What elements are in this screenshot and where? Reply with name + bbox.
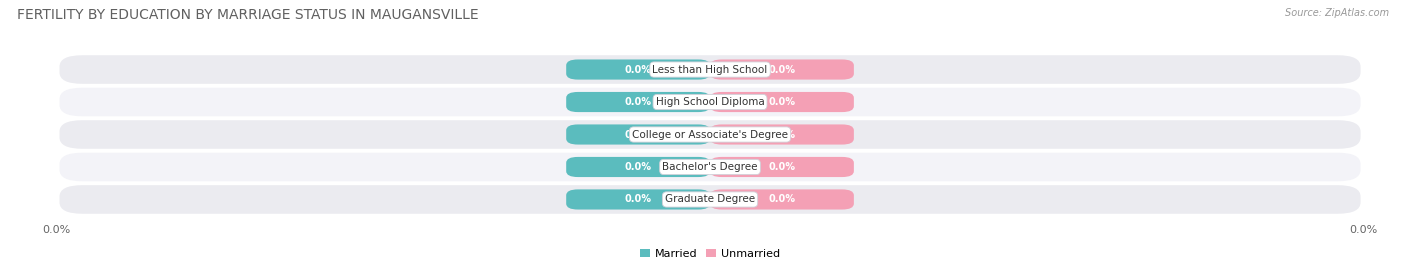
Text: High School Diploma: High School Diploma xyxy=(655,97,765,107)
Text: 0.0%: 0.0% xyxy=(769,194,796,204)
Text: Bachelor's Degree: Bachelor's Degree xyxy=(662,162,758,172)
Text: FERTILITY BY EDUCATION BY MARRIAGE STATUS IN MAUGANSVILLE: FERTILITY BY EDUCATION BY MARRIAGE STATU… xyxy=(17,8,478,22)
Text: Graduate Degree: Graduate Degree xyxy=(665,194,755,204)
FancyBboxPatch shape xyxy=(710,157,853,177)
Legend: Married, Unmarried: Married, Unmarried xyxy=(636,244,785,263)
FancyBboxPatch shape xyxy=(59,185,1361,214)
FancyBboxPatch shape xyxy=(567,59,710,80)
FancyBboxPatch shape xyxy=(710,59,853,80)
FancyBboxPatch shape xyxy=(710,92,853,112)
FancyBboxPatch shape xyxy=(567,189,710,210)
FancyBboxPatch shape xyxy=(710,125,853,144)
Text: 0.0%: 0.0% xyxy=(624,97,651,107)
Text: Source: ZipAtlas.com: Source: ZipAtlas.com xyxy=(1285,8,1389,18)
Text: 0.0%: 0.0% xyxy=(624,162,651,172)
FancyBboxPatch shape xyxy=(59,120,1361,149)
FancyBboxPatch shape xyxy=(59,55,1361,84)
Text: 0.0%: 0.0% xyxy=(769,65,796,75)
FancyBboxPatch shape xyxy=(710,189,853,210)
Text: College or Associate's Degree: College or Associate's Degree xyxy=(633,129,787,140)
FancyBboxPatch shape xyxy=(567,125,710,144)
Text: 0.0%: 0.0% xyxy=(769,129,796,140)
FancyBboxPatch shape xyxy=(567,157,710,177)
FancyBboxPatch shape xyxy=(59,88,1361,116)
FancyBboxPatch shape xyxy=(59,153,1361,181)
Text: 0.0%: 0.0% xyxy=(769,97,796,107)
Text: Less than High School: Less than High School xyxy=(652,65,768,75)
Text: 0.0%: 0.0% xyxy=(624,129,651,140)
FancyBboxPatch shape xyxy=(567,92,710,112)
Text: 0.0%: 0.0% xyxy=(624,65,651,75)
Text: 0.0%: 0.0% xyxy=(769,162,796,172)
Text: 0.0%: 0.0% xyxy=(624,194,651,204)
